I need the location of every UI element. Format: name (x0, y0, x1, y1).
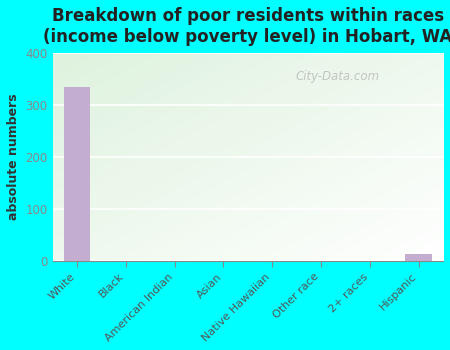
Bar (63, 87, 90, 261)
Title: Breakdown of poor residents within races
(income below poverty level) in Hobart,: Breakdown of poor residents within races… (43, 7, 450, 46)
Y-axis label: absolute numbers: absolute numbers (7, 93, 20, 220)
Bar (405, 254, 432, 261)
Text: City-Data.com: City-Data.com (296, 70, 380, 83)
